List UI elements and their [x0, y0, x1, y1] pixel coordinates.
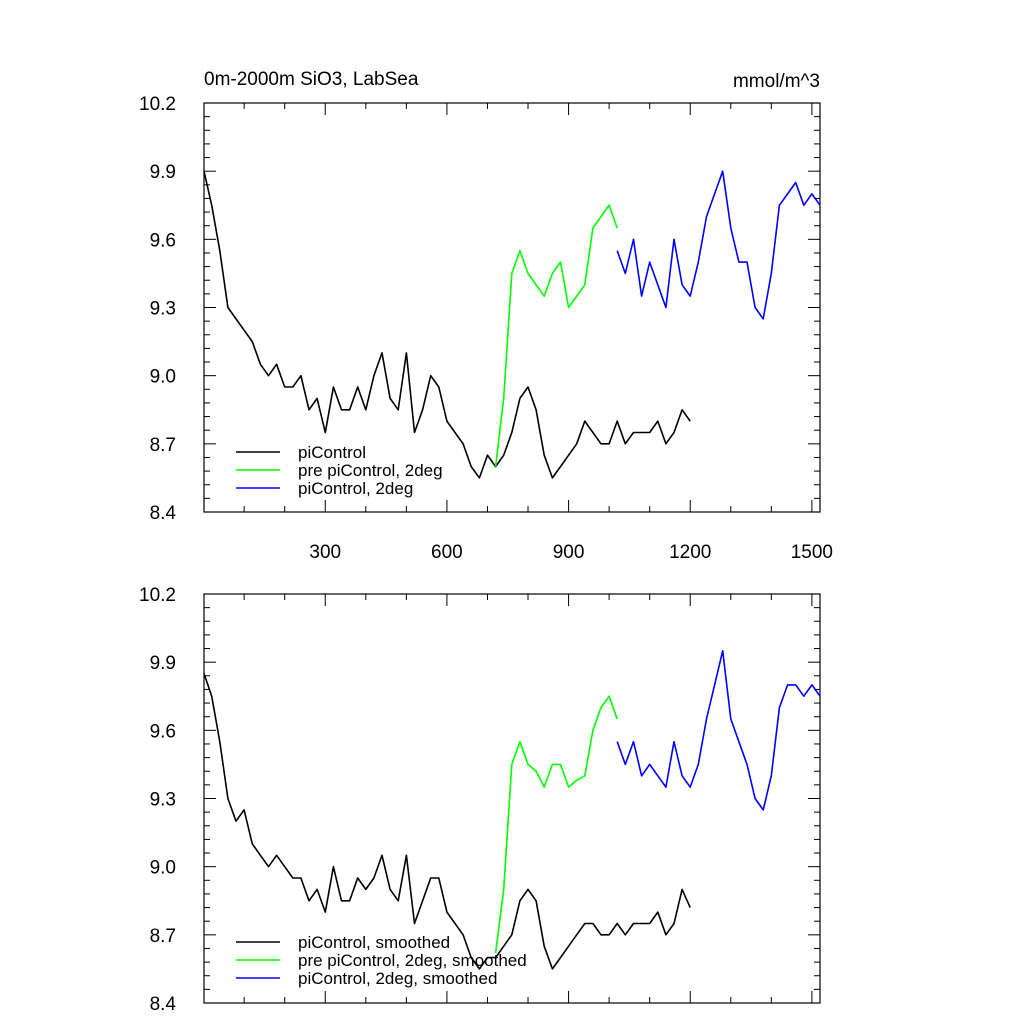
y-tick-label: 9.3	[150, 299, 176, 320]
y-tick-label: 8.4	[150, 503, 177, 524]
legend-label: piControl, 2deg, smoothed	[298, 969, 497, 988]
y-tick-label: 9.9	[150, 162, 176, 183]
y-tick-label: 10.2	[139, 585, 176, 606]
series-line-3	[616, 170, 821, 320]
y-tick-label: 9.6	[150, 230, 176, 251]
y-tick-label: 8.4	[150, 994, 177, 1015]
x-tick-label: 600	[431, 542, 463, 563]
y-tick-label: 8.7	[150, 926, 176, 947]
x-tick-label: 1200	[669, 542, 711, 563]
y-tick-label: 10.2	[139, 94, 176, 115]
y-tick-label: 9.0	[150, 858, 176, 879]
series-line-3	[616, 649, 821, 811]
legend-label: piControl, smoothed	[298, 933, 450, 952]
x-tick-label: 1500	[791, 542, 833, 563]
series-line-1	[203, 673, 691, 970]
legend-label: piControl	[298, 443, 366, 462]
legend-label: piControl, 2deg	[298, 479, 413, 498]
y-tick-label: 9.6	[150, 721, 176, 742]
panel1-units: mmol/m^3	[733, 71, 820, 92]
series-line-2	[494, 695, 618, 954]
y-tick-label: 9.9	[150, 653, 176, 674]
panel1-title: 0m-2000m SiO3, LabSea	[204, 69, 419, 90]
panel2-plot: 8.4 8.7 9.0 9.3 9.6 9.9 10.2 piControl, smoothe…	[139, 585, 821, 1015]
y-tick-label: 9.0	[150, 367, 176, 388]
legend-label: pre piControl, 2deg	[298, 461, 443, 480]
panel1-plot: 8.4 8.7 9.0 9.3 9.6 9.9 10.2 300 600 900 1200 1500 p…	[139, 94, 833, 563]
legend-label: pre piControl, 2deg, smoothed	[298, 951, 527, 970]
series-line-2	[494, 204, 618, 467]
y-tick-label: 8.7	[150, 435, 176, 456]
series-line-1	[203, 171, 691, 479]
x-tick-label: 900	[553, 542, 585, 563]
x-tick-label: 300	[309, 542, 341, 563]
y-tick-label: 9.3	[150, 790, 176, 811]
